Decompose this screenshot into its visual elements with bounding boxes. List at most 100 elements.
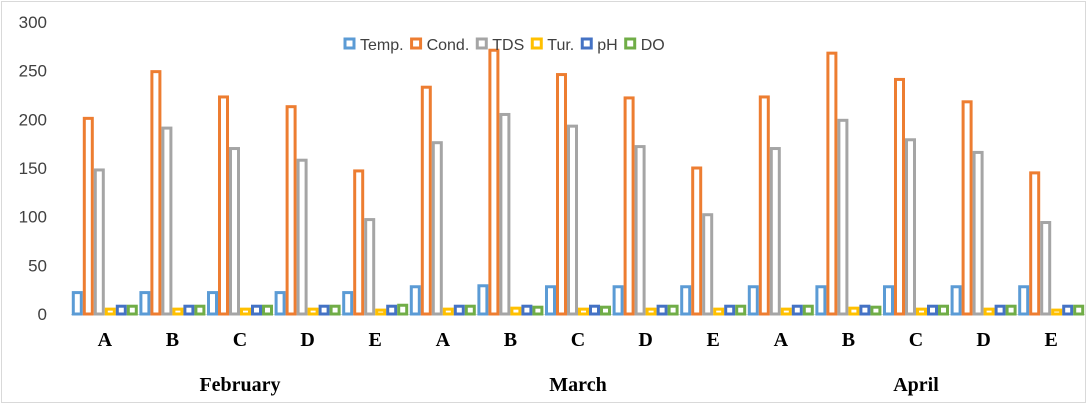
y-tick-label: 100: [19, 208, 47, 227]
bar-tur: [307, 307, 319, 316]
bar-ph: [453, 304, 465, 316]
bar-do: [126, 304, 138, 316]
bar-ph: [386, 304, 398, 316]
y-tick-label: 150: [19, 159, 47, 178]
bar-tds: [364, 218, 376, 316]
legend-swatch: [410, 37, 423, 50]
bar-do: [938, 304, 949, 316]
bar-tur: [375, 308, 387, 316]
bar-temp: [477, 284, 489, 316]
y-tick-label: 0: [38, 305, 47, 324]
bar-temp: [71, 291, 83, 316]
bar-tur: [510, 306, 522, 316]
category-label: E: [707, 329, 720, 351]
category-label: E: [369, 329, 382, 351]
bar-temp: [680, 285, 692, 316]
bar-do: [735, 304, 747, 316]
legend-label: Temp.: [360, 37, 404, 54]
bar-temp: [139, 291, 151, 316]
bar-tds: [702, 213, 714, 316]
bar-do: [667, 304, 679, 316]
bar-tur: [172, 307, 184, 316]
bar-ph: [927, 304, 938, 316]
legend-swatch: [530, 37, 543, 50]
bar-temp: [612, 285, 624, 316]
legend-swatch: [624, 37, 637, 50]
bar-tur: [578, 307, 589, 316]
bar-tur: [104, 307, 116, 316]
bar-temp: [883, 285, 894, 316]
bar-tur: [645, 307, 657, 316]
bar-tds: [499, 112, 511, 316]
bar-tur: [713, 307, 725, 316]
y-tick-label: 250: [19, 62, 47, 81]
bar-cond: [218, 95, 229, 316]
category-label: D: [976, 329, 990, 351]
bar-tds: [972, 150, 984, 316]
category-label: C: [909, 329, 923, 351]
bar-do: [1005, 304, 1017, 316]
bar-tur: [442, 307, 454, 316]
legend: Temp. Cond. TDS Tur. pH DO: [343, 37, 665, 54]
bar-cond: [420, 85, 432, 316]
y-tick-label: 50: [28, 256, 47, 275]
bar-tds: [93, 168, 105, 316]
bar-tds: [161, 126, 173, 316]
bar-tur: [848, 306, 860, 316]
bar-ph: [115, 304, 127, 316]
bar-temp: [342, 291, 354, 316]
bar-do: [532, 305, 544, 316]
bar-ph: [994, 304, 1006, 316]
bars: [71, 48, 1085, 316]
bar-do: [464, 304, 476, 316]
bar-tds: [431, 141, 443, 316]
bar-temp: [1018, 285, 1030, 316]
bar-do: [262, 304, 273, 316]
bar-ph: [183, 304, 195, 316]
bar-cond: [691, 166, 703, 316]
bar-do: [870, 305, 882, 316]
bar-cond: [353, 169, 365, 316]
category-label: E: [1045, 329, 1058, 351]
bar-tds: [837, 118, 849, 316]
bar-temp: [950, 285, 962, 316]
legend-swatch: [343, 37, 356, 50]
bar-temp: [815, 285, 827, 316]
category-label: B: [842, 329, 855, 351]
month-label: April: [893, 374, 939, 396]
bar-temp: [207, 291, 218, 316]
bar-tds: [567, 124, 578, 316]
legend-label: pH: [597, 37, 617, 54]
bar-do: [1073, 304, 1085, 316]
bar-tur: [780, 307, 792, 316]
bar-tds: [1040, 221, 1052, 316]
bar-do: [802, 304, 814, 316]
legend-swatch: [475, 37, 488, 50]
bar-temp: [545, 285, 556, 316]
category-label: B: [166, 329, 179, 351]
category-label: C: [571, 329, 585, 351]
y-axis-ticks: 0 50 100 150 200 250 300: [19, 13, 47, 324]
y-tick-label: 200: [19, 110, 47, 129]
bar-ph: [1062, 304, 1074, 316]
bar-ph: [521, 304, 533, 316]
bar-ph: [859, 304, 871, 316]
legend-label: TDS: [492, 37, 524, 54]
bar-cond: [82, 116, 94, 316]
legend-label: Tur.: [547, 37, 574, 54]
bar-temp: [274, 291, 286, 316]
bar-tds: [905, 138, 916, 316]
bar-tds: [769, 147, 781, 316]
bar-cond: [623, 96, 635, 316]
bar-cond: [556, 73, 567, 316]
month-label: February: [199, 374, 280, 396]
bar-ph: [318, 304, 330, 316]
month-label: March: [549, 374, 606, 396]
bar-cond: [1029, 171, 1041, 316]
bar-cond: [488, 48, 500, 316]
category-label: A: [774, 329, 789, 351]
bar-cond: [894, 77, 905, 316]
category-label: C: [233, 329, 247, 351]
